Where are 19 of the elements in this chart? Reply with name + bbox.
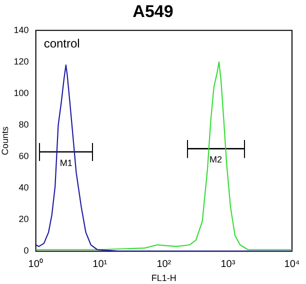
series-label: M2 [210, 154, 222, 165]
x-tick-label: 10¹ [92, 258, 108, 270]
y-tick-label: 40 [18, 182, 29, 193]
y-axis-title: Counts [0, 126, 10, 156]
y-tick-label: 0 [24, 246, 29, 256]
series-label: M1 [60, 158, 72, 168]
x-tick-label: 10² [156, 258, 172, 270]
x-tick-label: 10⁰ [28, 258, 44, 270]
x-tick-label: 10³ [220, 258, 236, 270]
y-tick-label: 20 [18, 214, 29, 224]
x-axis-title: FL1-H [151, 273, 176, 284]
y-tick-label: 140 [14, 24, 29, 35]
y-tick-label: 80 [18, 120, 29, 130]
x-tick-label: 10⁴ [284, 258, 300, 270]
chart-title: A549 [132, 2, 174, 22]
y-tick-label: 100 [14, 88, 29, 98]
y-tick-label: 60 [18, 151, 29, 162]
annotation: control [44, 36, 80, 51]
y-tick-label: 120 [14, 56, 29, 66]
